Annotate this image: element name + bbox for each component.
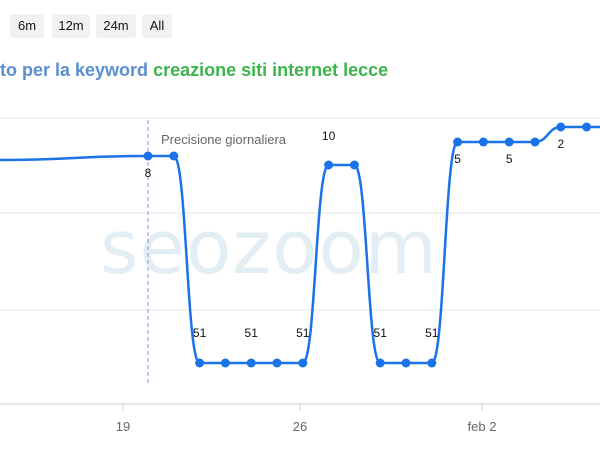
data-point[interactable] <box>504 137 514 147</box>
x-tick-label: feb 2 <box>468 419 497 434</box>
data-point[interactable] <box>556 122 566 132</box>
chart-points <box>143 122 592 368</box>
data-point[interactable] <box>246 358 256 368</box>
range-all-button[interactable]: All <box>142 14 172 38</box>
data-point[interactable] <box>220 358 230 368</box>
x-tick-label: 26 <box>293 419 307 434</box>
data-label: 5 <box>454 152 461 166</box>
data-label: 51 <box>296 326 310 340</box>
data-point[interactable] <box>375 358 385 368</box>
watermark-text: seozoom <box>100 205 438 291</box>
chart-title-keyword: creazione siti internet lecce <box>153 60 389 80</box>
chart-grid <box>0 117 600 311</box>
data-label: 51 <box>245 326 259 340</box>
data-label: 51 <box>425 326 439 340</box>
data-point[interactable] <box>530 137 540 147</box>
data-point[interactable] <box>169 151 179 161</box>
data-point[interactable] <box>401 358 411 368</box>
data-point[interactable] <box>143 151 153 161</box>
x-axis: 19 26 feb 2 <box>0 403 600 434</box>
data-label: 10 <box>322 129 336 143</box>
data-point[interactable] <box>195 358 205 368</box>
data-point[interactable] <box>272 358 282 368</box>
data-label: 5 <box>506 152 513 166</box>
annotation-label: Precisione giornaliera <box>161 132 287 147</box>
data-point[interactable] <box>453 137 463 147</box>
data-label: 51 <box>374 326 388 340</box>
data-point[interactable] <box>582 122 592 132</box>
data-point[interactable] <box>427 358 437 368</box>
chart-annotation: Precisione giornaliera <box>147 120 287 384</box>
data-point[interactable] <box>324 160 334 170</box>
range-12m-button[interactable]: 12m <box>52 14 90 38</box>
chart-data-labels: 8 51 51 51 10 51 51 5 5 2 <box>145 129 565 340</box>
data-label: 51 <box>193 326 207 340</box>
range-24m-button[interactable]: 24m <box>96 14 136 38</box>
seozoom-watermark: seozoom® <box>100 205 453 291</box>
data-point[interactable] <box>298 358 308 368</box>
range-6m-button[interactable]: 6m <box>10 14 44 38</box>
data-point[interactable] <box>349 160 359 170</box>
data-label: 8 <box>145 166 152 180</box>
data-point[interactable] <box>478 137 488 147</box>
chart-title: to per la keyword creazione siti interne… <box>0 60 388 81</box>
data-label: 2 <box>557 137 564 151</box>
chart-title-prefix: to per la keyword <box>0 60 149 80</box>
x-tick-label: 19 <box>116 419 130 434</box>
